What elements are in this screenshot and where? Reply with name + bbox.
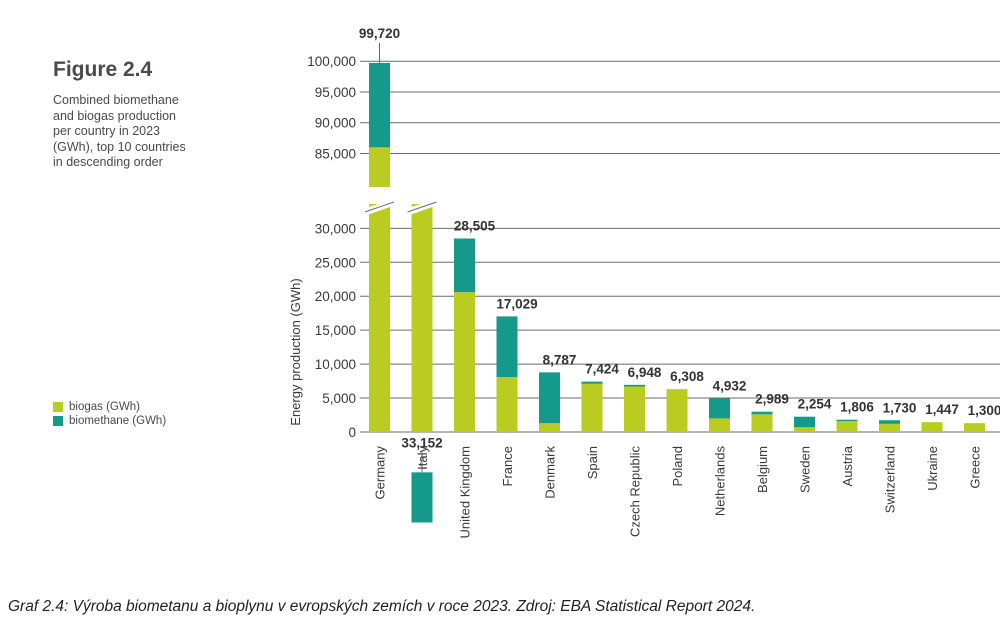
bar-total-label: 7,424	[585, 362, 619, 377]
x-tick-label: United Kingdom	[458, 446, 473, 539]
bar-segment-biogas	[496, 377, 518, 432]
bar-segment-biogas	[411, 204, 433, 432]
bar-segment-biomethane	[454, 238, 475, 293]
x-tick-label: Sweden	[798, 446, 813, 493]
bar-total-label: 4,932	[713, 379, 747, 394]
legend-item-biomethane: biomethane (GWh)	[53, 414, 166, 428]
legend-swatch-biogas	[53, 402, 63, 412]
x-tick-label: Germany	[373, 446, 388, 500]
bar-total-label: 1,447	[925, 402, 959, 417]
bar-segment-biogas	[624, 386, 645, 432]
bar-segment-biogas	[369, 204, 390, 432]
bar-segment-biogas	[794, 427, 815, 432]
y-tick-label: 95,000	[315, 85, 356, 100]
bar-total-label: 2,989	[755, 392, 789, 407]
y-tick-label: 15,000	[315, 323, 356, 338]
bar-segment-biogas	[836, 421, 858, 432]
bar-segment-biomethane	[794, 416, 815, 428]
axis-break-mark	[407, 201, 437, 213]
x-tick-label: Italy	[415, 446, 430, 470]
bar-segment-biomethane	[836, 419, 858, 422]
legend-label-biomethane: biomethane (GWh)	[69, 415, 167, 427]
x-tick-label: Czech Republic	[628, 446, 643, 538]
legend-item-biogas: biogas (GWh)	[53, 400, 166, 414]
bar-total-label: 6,308	[670, 369, 704, 384]
x-tick-label: Netherlands	[713, 446, 728, 517]
bar-segment-biogas	[751, 414, 773, 432]
bar-total-label: 1,300	[968, 403, 1000, 418]
bar-segment-biogas	[369, 147, 390, 187]
bar-segment-biomethane	[411, 472, 433, 523]
figure-caption: Graf 2.4: Výroba biometanu a bioplynu v …	[8, 598, 756, 615]
y-tick-label: 0	[348, 425, 356, 440]
x-tick-label: Austria	[840, 445, 855, 486]
x-tick-label: Greece	[968, 446, 983, 489]
bar-segment-biomethane	[879, 420, 900, 424]
bar-total-label: 1,730	[883, 400, 917, 415]
axis-break-mark	[364, 201, 395, 213]
bar-segment-biogas	[581, 383, 603, 432]
bar-segment-biomethane	[369, 62, 390, 148]
x-tick-label: Poland	[670, 446, 685, 486]
y-tick-label: 85,000	[315, 146, 356, 161]
subtitle-line: per country in 2023	[53, 124, 161, 138]
x-tick-label: France	[500, 446, 515, 486]
subtitle-line: Combined biomethane	[53, 93, 179, 107]
subtitle-line: and biogas production	[53, 108, 177, 123]
bar-total-label: 33,152	[401, 435, 442, 450]
stacked-bar-chart: 0 5,000 10,000 15,000 20,000 25,000 30,000 85,0…	[288, 26, 1000, 539]
x-tick-label: Switzerland	[883, 446, 898, 513]
bar-segment-biogas	[964, 423, 985, 432]
bar-segment-biogas	[454, 292, 475, 432]
x-tick-label: Ukraine	[925, 446, 940, 491]
figure-subtitle: Combined biomethane and biogas productio…	[53, 93, 223, 171]
y-tick-label: 25,000	[315, 255, 356, 270]
bar-segment-biogas	[666, 389, 688, 432]
chart-legend: biogas (GWh) biomethane (GWh)	[53, 400, 166, 428]
y-tick-label: 90,000	[315, 116, 356, 131]
bar-segment-biogas	[539, 423, 560, 432]
bar-segment-biomethane	[581, 381, 603, 384]
y-axis-title: Energy production (GWh)	[288, 278, 303, 425]
bar-segment-biogas	[879, 423, 900, 432]
bar-segment-biomethane	[624, 384, 645, 387]
figure-title: Figure 2.4	[53, 58, 153, 81]
y-tick-label: 5,000	[322, 391, 356, 406]
bar-segment-biogas	[709, 418, 730, 432]
bar-total-label: 2,254	[798, 397, 832, 412]
x-tick-label: Belgium	[755, 446, 770, 493]
bar-total-label: 17,029	[496, 296, 537, 311]
bar-segment-biomethane	[496, 316, 518, 378]
x-tick-label: Denmark	[543, 446, 558, 499]
x-tick-label: Spain	[585, 446, 600, 479]
y-tick-label: 30,000	[315, 221, 356, 236]
legend-label-biogas: biogas (GWh)	[69, 401, 140, 413]
bar-segment-biomethane	[751, 411, 773, 415]
bar-total-label: 8,787	[543, 352, 577, 367]
bar-total-label: 1,806	[840, 400, 874, 415]
y-tick-label: 10,000	[315, 357, 356, 372]
bar-total-label: 28,505	[454, 219, 496, 234]
subtitle-line: in descending order	[53, 155, 163, 169]
bar-segment-biogas	[921, 422, 943, 432]
y-tick-label: 20,000	[315, 289, 356, 304]
bar-segment-biomethane	[539, 372, 560, 424]
bar-segment-biomethane	[709, 398, 730, 419]
bar-total-label: 6,948	[628, 365, 662, 380]
legend-swatch-biomethane	[53, 416, 63, 426]
subtitle-line: (GWh), top 10 countries	[53, 139, 186, 154]
y-tick-label: 100,000	[307, 54, 356, 69]
bar-total-label: 99,720	[359, 26, 400, 41]
